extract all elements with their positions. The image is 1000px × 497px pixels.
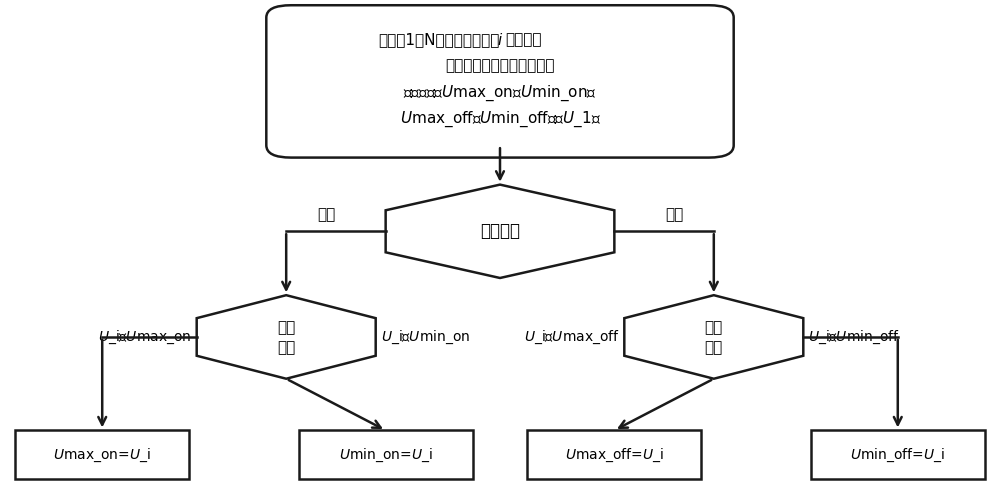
Text: 投入: 投入 bbox=[317, 207, 335, 223]
Polygon shape bbox=[386, 184, 614, 278]
Text: $U$_i＜$U$min_off: $U$_i＜$U$min_off bbox=[808, 329, 900, 345]
Text: $i$: $i$ bbox=[497, 32, 503, 48]
Text: 电容: 电容 bbox=[705, 321, 723, 335]
Text: 当前的开关状态及电容电压: 当前的开关状态及电容电压 bbox=[445, 58, 555, 73]
Bar bbox=[811, 430, 985, 480]
Bar bbox=[527, 430, 701, 480]
Polygon shape bbox=[197, 295, 376, 379]
Text: 电压: 电压 bbox=[705, 340, 723, 355]
Text: $U$_i＞$U$max_off: $U$_i＞$U$max_off bbox=[524, 329, 619, 345]
Polygon shape bbox=[624, 295, 803, 379]
Text: 个子模块: 个子模块 bbox=[505, 32, 541, 47]
Bar bbox=[15, 430, 189, 480]
Text: 电容: 电容 bbox=[277, 321, 295, 335]
Text: $U$min_on=$U$_i: $U$min_on=$U$_i bbox=[339, 446, 433, 464]
FancyBboxPatch shape bbox=[266, 5, 734, 158]
Text: 开关状态: 开关状态 bbox=[480, 222, 520, 240]
Text: 切除: 切除 bbox=[665, 207, 683, 223]
Text: 按照从1到N的顺序，监测第: 按照从1到N的顺序，监测第 bbox=[379, 32, 500, 47]
Text: $U$min_off=$U$_i: $U$min_off=$U$_i bbox=[850, 446, 945, 464]
Text: $U$max_off=$U$_i: $U$max_off=$U$_i bbox=[565, 446, 664, 464]
Text: $U$_i＞$U$max_on: $U$_i＞$U$max_on bbox=[98, 329, 192, 345]
Text: $U$_i＜$U$min_on: $U$_i＜$U$min_on bbox=[381, 329, 470, 345]
Text: $U$max_off、$U$min_off均为$U$_1）: $U$max_off、$U$min_off均为$U$_1） bbox=[400, 110, 600, 129]
Text: 电压: 电压 bbox=[277, 340, 295, 355]
Text: （初始时刻$U$max_on、$U$min_on、: （初始时刻$U$max_on、$U$min_on、 bbox=[403, 84, 597, 103]
Text: $U$max_on=$U$_i: $U$max_on=$U$_i bbox=[53, 446, 151, 464]
Bar bbox=[299, 430, 473, 480]
